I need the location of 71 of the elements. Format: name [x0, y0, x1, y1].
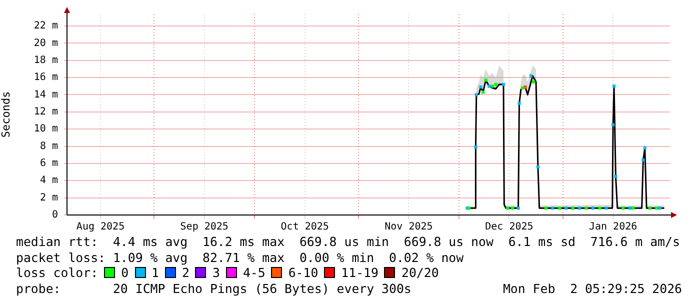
- y-tick-label: 12 m: [34, 106, 58, 118]
- point: [482, 90, 485, 94]
- point: [474, 93, 478, 96]
- point: [506, 206, 510, 210]
- y-tick-label: 6 m: [40, 158, 58, 170]
- legend-label: 6-10: [288, 265, 318, 280]
- point: [474, 146, 478, 149]
- point: [544, 206, 548, 210]
- y-tick-label: 18 m: [34, 54, 58, 66]
- point: [521, 86, 524, 90]
- y-tick-label: 10 m: [34, 124, 58, 135]
- point: [536, 165, 540, 168]
- point: [604, 206, 608, 210]
- point: [484, 78, 488, 82]
- point: [614, 174, 618, 178]
- y-tick-label: 4 m: [40, 175, 58, 186]
- y-axis-title: Seconds: [0, 91, 12, 138]
- point: [571, 206, 574, 210]
- point: [655, 206, 658, 210]
- point: [516, 206, 520, 210]
- text: probe: 20 ICMP Echo Pings (56 Bytes) every 300s: [16, 280, 412, 296]
- y-tick-label: 14 m: [34, 89, 58, 100]
- text: Mon Feb 2 05:29:25 2026: [502, 280, 682, 296]
- x-tick-label: Sep 2025: [180, 222, 228, 233]
- point: [611, 123, 615, 126]
- point: [648, 206, 652, 210]
- y-tick-label: 0: [52, 210, 58, 221]
- x-tick-label: Oct 2025: [280, 222, 329, 233]
- y-tick-label: 16 m: [34, 72, 58, 84]
- point: [643, 146, 646, 150]
- point: [578, 206, 582, 210]
- point: [591, 206, 595, 210]
- legend-label: 2: [182, 265, 190, 280]
- point: [622, 206, 625, 210]
- x-tick-label: Jan 2026: [588, 222, 638, 233]
- y-tick-label: 22 m: [34, 20, 58, 32]
- legend-title: loss color:: [16, 265, 98, 280]
- legend-label: 1: [152, 265, 159, 280]
- point: [642, 158, 645, 162]
- point: [632, 206, 635, 210]
- legend-label: 3: [212, 265, 220, 280]
- point: [479, 85, 482, 89]
- point: [628, 206, 632, 210]
- legend-label: 0: [121, 265, 129, 280]
- point: [524, 85, 527, 89]
- text: median rtt: 4.4 ms avg 16.2 ms max 669.8 us min 669.8 us now 6.1 ms sd 716.6 m am/s: [16, 234, 681, 250]
- point: [494, 82, 498, 86]
- y-tick-label: 2 m: [40, 192, 58, 204]
- point: [510, 206, 514, 210]
- text: packet loss: 1.09 % avg 82.71 % max 0.00 % min 0.02 % now: [16, 250, 465, 265]
- x-tick-label: Nov 2025: [384, 222, 433, 233]
- legend-label: 20/20: [401, 265, 439, 280]
- legend-label: 4-5: [242, 265, 266, 280]
- point: [558, 206, 562, 210]
- point: [612, 84, 616, 88]
- point: [564, 206, 568, 210]
- point: [584, 206, 588, 210]
- point: [551, 206, 554, 210]
- point: [490, 84, 494, 88]
- point: [529, 74, 533, 78]
- point: [518, 102, 521, 105]
- point: [598, 206, 602, 210]
- x-tick-label: Dec 2025: [485, 222, 534, 233]
- y-tick-label: 8 m: [40, 140, 58, 152]
- x-tick-label: Aug 2025: [76, 222, 125, 233]
- point: [532, 80, 536, 84]
- point: [502, 82, 506, 86]
- legend-label: 11-19: [341, 265, 378, 280]
- point: [658, 206, 662, 210]
- y-tick-label: 20 m: [34, 38, 58, 49]
- point: [488, 84, 491, 88]
